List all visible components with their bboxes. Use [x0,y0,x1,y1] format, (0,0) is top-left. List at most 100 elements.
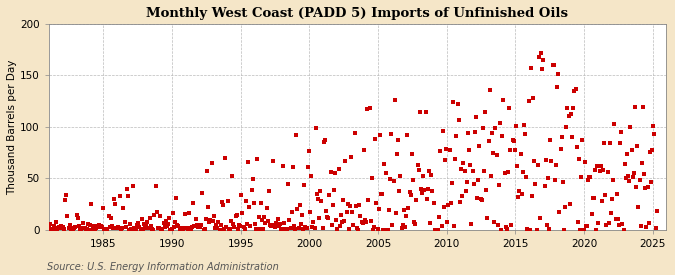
Point [600,193,611,197]
Point [574,228,585,232]
Point [331,218,342,222]
Point [77,226,88,230]
Point [119,220,130,225]
Point [493,182,504,187]
Point [338,198,348,202]
Point [545,138,556,142]
Point [554,210,565,214]
Point [142,219,153,224]
Point [55,224,66,228]
Point [240,227,250,231]
Point [326,223,337,227]
Point [138,227,148,231]
Point [311,192,322,196]
Point [360,219,371,224]
Point [597,198,608,203]
Point [82,227,92,232]
Point [90,226,101,230]
Point [110,202,121,206]
Point [411,197,422,202]
Point [342,202,353,207]
Point [459,169,470,174]
Point [439,205,450,209]
Point [146,227,157,232]
Point [546,158,557,163]
Point [74,224,84,228]
Point [492,223,503,227]
Point [127,184,138,188]
Point [304,148,315,153]
Point [354,203,364,207]
Point [46,227,57,231]
Point [161,219,171,223]
Point [410,222,421,227]
Point [225,219,236,223]
Point [313,197,323,201]
Point [221,225,232,229]
Point [419,188,430,192]
Point [499,171,510,175]
Point [202,168,213,173]
Point [506,223,517,227]
Point [400,224,410,229]
Point [480,110,491,115]
Point [348,222,359,227]
Point [230,213,241,218]
Point [243,160,254,164]
Point [620,176,631,181]
Point [594,168,605,173]
Point [344,227,354,232]
Point [54,225,65,230]
Point [172,222,183,227]
Point [377,192,387,196]
Point [568,105,578,110]
Point [512,164,522,168]
Point [435,148,446,153]
Point [522,227,533,232]
Point [76,227,86,232]
Point [63,226,74,230]
Title: Monthly West Coast (PADD 5) Imports of Unfinished Oils: Monthly West Coast (PADD 5) Imports of U… [146,7,568,20]
Point [197,191,208,195]
Point [510,123,521,128]
Point [587,196,598,200]
Point [412,163,423,167]
Point [426,173,437,177]
Point [556,135,567,139]
Point [577,138,588,142]
Point [164,216,175,221]
Point [149,213,160,218]
Point [589,168,600,172]
Point [514,188,525,193]
Point [574,157,585,161]
Point [389,98,400,103]
Point [375,192,386,196]
Point [157,227,168,231]
Point [543,176,554,180]
Point [579,160,590,165]
Point [271,222,282,227]
Point [612,217,623,221]
Point [559,228,570,232]
Point [135,227,146,231]
Point [533,55,544,59]
Point [253,215,264,219]
Point [589,196,599,200]
Point [576,175,587,179]
Point [266,224,277,228]
Point [649,132,660,136]
Point [214,227,225,232]
Point [469,130,480,134]
Point [472,178,483,182]
Point [645,150,655,154]
Point [92,223,103,228]
Point [339,219,350,224]
Point [212,226,223,230]
Point [479,168,489,173]
Point [558,180,568,185]
Point [495,228,506,232]
Point [491,153,502,158]
Point [256,218,267,222]
Point [466,222,477,226]
Point [342,210,352,214]
